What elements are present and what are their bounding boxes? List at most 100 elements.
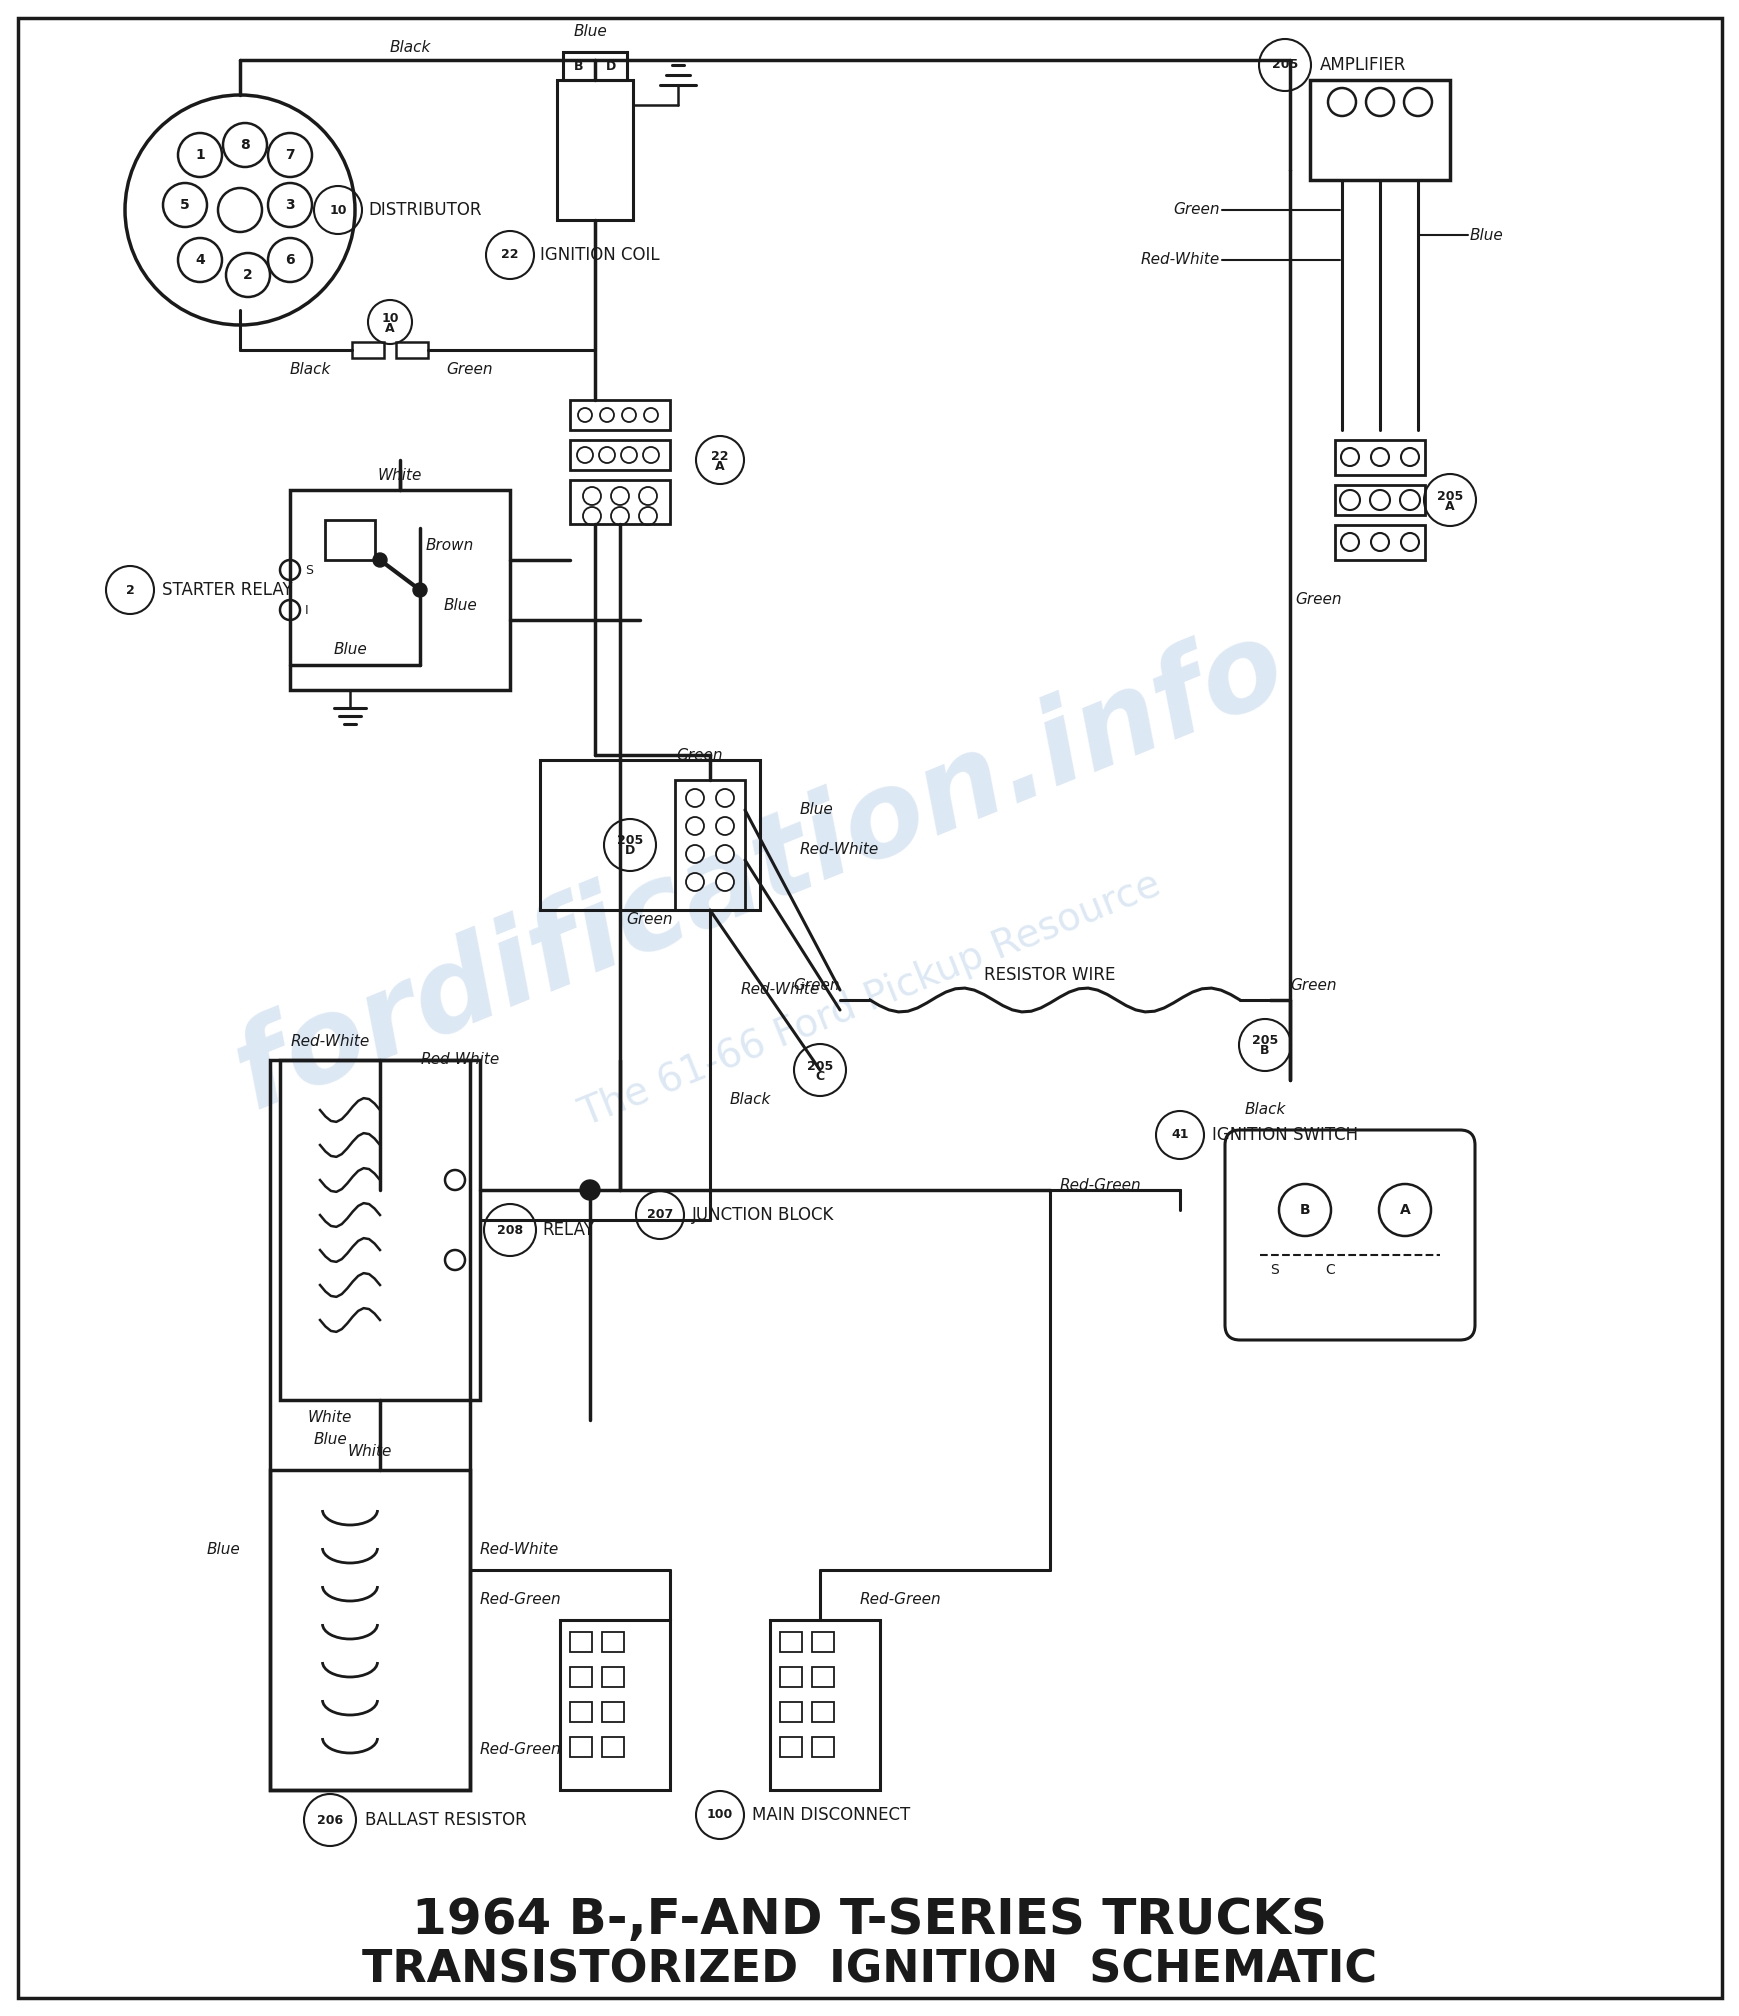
Bar	[270, 1470, 470, 1790]
Bar	[570, 480, 670, 524]
Bar	[812, 1738, 833, 1758]
Text: 41: 41	[1170, 1129, 1188, 1141]
Text: AMPLIFIER: AMPLIFIER	[1320, 56, 1405, 75]
Bar	[602, 1738, 624, 1758]
Text: 205: 205	[617, 835, 643, 847]
Circle shape	[1400, 490, 1419, 510]
Bar	[280, 1060, 480, 1399]
Circle shape	[1339, 490, 1360, 510]
Text: 2: 2	[125, 583, 134, 597]
Bar	[1334, 524, 1424, 560]
Text: 7: 7	[285, 147, 294, 161]
Circle shape	[372, 552, 386, 566]
Bar	[570, 399, 670, 429]
Circle shape	[685, 873, 704, 891]
Text: 2: 2	[243, 268, 252, 282]
Text: White: White	[348, 1445, 391, 1460]
Bar	[770, 1621, 880, 1790]
Text: 205: 205	[1436, 490, 1462, 502]
Text: Black: Black	[390, 40, 431, 56]
Bar	[556, 81, 633, 220]
Circle shape	[715, 816, 734, 835]
Text: 10: 10	[329, 204, 346, 216]
Bar	[779, 1633, 802, 1651]
Bar	[570, 1667, 591, 1687]
Text: Blue: Blue	[572, 24, 607, 40]
Text: 206: 206	[316, 1814, 343, 1826]
Text: Red-White: Red-White	[421, 1052, 499, 1068]
Text: Blue: Blue	[443, 597, 476, 613]
Bar	[602, 1633, 624, 1651]
Text: 207: 207	[647, 1208, 673, 1222]
Text: White: White	[377, 468, 423, 482]
Text: 205: 205	[1250, 1034, 1278, 1048]
Text: Red-White: Red-White	[480, 1542, 558, 1558]
Bar	[779, 1702, 802, 1722]
Bar	[570, 439, 670, 470]
Text: Red-White: Red-White	[800, 843, 878, 857]
Text: S: S	[304, 564, 313, 577]
Text: Red-Green: Red-Green	[480, 1742, 562, 1758]
Text: Blue: Blue	[1469, 228, 1502, 242]
Text: S: S	[1269, 1262, 1278, 1276]
Circle shape	[715, 845, 734, 863]
Circle shape	[598, 448, 614, 464]
Text: Red-White: Red-White	[1141, 252, 1219, 268]
Circle shape	[226, 252, 270, 296]
Text: Green: Green	[1289, 978, 1336, 992]
Text: B: B	[1299, 1204, 1309, 1218]
Circle shape	[268, 133, 311, 177]
Text: Green: Green	[793, 978, 840, 992]
Bar	[779, 1738, 802, 1758]
Bar	[812, 1667, 833, 1687]
Text: 10: 10	[381, 312, 398, 325]
Bar	[1334, 486, 1424, 514]
Text: 205: 205	[1271, 58, 1297, 71]
Text: Blue: Blue	[207, 1542, 240, 1558]
Text: B: B	[574, 60, 583, 73]
Circle shape	[268, 238, 311, 282]
Text: RELAY: RELAY	[541, 1222, 593, 1240]
Text: BALLAST RESISTOR: BALLAST RESISTOR	[365, 1810, 527, 1829]
Bar	[539, 760, 760, 909]
Text: IGNITION SWITCH: IGNITION SWITCH	[1212, 1127, 1358, 1143]
Text: B: B	[1259, 1044, 1269, 1058]
Bar	[563, 52, 626, 81]
Bar	[270, 1060, 470, 1790]
Bar	[602, 1702, 624, 1722]
Bar	[812, 1633, 833, 1651]
Text: Red-White: Red-White	[290, 1034, 369, 1050]
Text: D: D	[624, 845, 635, 857]
Text: Green: Green	[626, 913, 673, 927]
Text: 208: 208	[497, 1224, 523, 1236]
Text: 6: 6	[285, 252, 294, 266]
Text: A: A	[715, 460, 725, 472]
Text: C: C	[1325, 1262, 1334, 1276]
Text: 1: 1	[195, 147, 205, 161]
Text: 3: 3	[285, 198, 294, 212]
Bar	[351, 343, 384, 359]
Bar	[396, 343, 428, 359]
Text: C: C	[816, 1070, 824, 1083]
Text: I: I	[304, 603, 308, 617]
Circle shape	[643, 448, 659, 464]
Text: IGNITION COIL: IGNITION COIL	[539, 246, 659, 264]
Text: Black: Black	[1243, 1103, 1285, 1117]
Text: White: White	[308, 1411, 351, 1425]
Text: The 61-66 Ford Pickup Resource: The 61-66 Ford Pickup Resource	[574, 865, 1165, 1135]
Text: DISTRIBUTOR: DISTRIBUTOR	[367, 202, 482, 220]
Text: Red-Green: Red-Green	[478, 1593, 560, 1607]
Text: 1964 B-,F-AND T-SERIES TRUCKS: 1964 B-,F-AND T-SERIES TRUCKS	[412, 1895, 1327, 1943]
Circle shape	[685, 788, 704, 806]
Bar	[570, 1738, 591, 1758]
Circle shape	[223, 123, 266, 167]
Text: Green: Green	[1294, 593, 1341, 607]
Bar	[812, 1702, 833, 1722]
Text: 100: 100	[706, 1808, 732, 1822]
Text: 8: 8	[240, 137, 250, 151]
Text: MAIN DISCONNECT: MAIN DISCONNECT	[751, 1806, 909, 1824]
Circle shape	[715, 873, 734, 891]
Circle shape	[177, 133, 223, 177]
Bar	[290, 490, 510, 689]
Text: fordification.info: fordification.info	[219, 607, 1301, 1133]
